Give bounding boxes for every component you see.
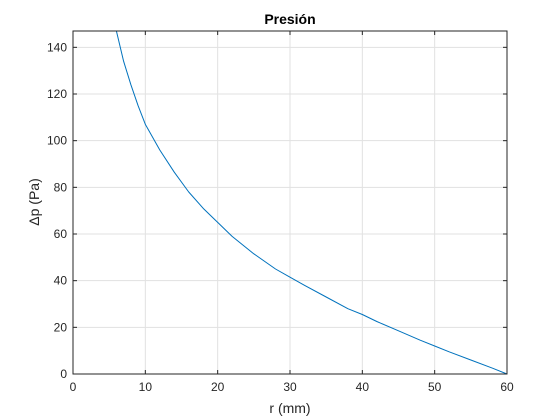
y-axis-label: Δp (Pa) xyxy=(26,178,42,225)
grid xyxy=(73,31,507,374)
y-tick-label: 80 xyxy=(54,180,68,194)
chart-title: Presión xyxy=(264,11,315,27)
series-line-0 xyxy=(73,30,508,375)
y-tick-label: 20 xyxy=(54,320,68,334)
y-tick-label: 40 xyxy=(54,274,68,288)
x-tick-label: 10 xyxy=(139,380,153,394)
x-tick-label: 30 xyxy=(283,380,297,394)
y-tick-label: 0 xyxy=(60,367,67,381)
x-tick-label: 40 xyxy=(356,380,370,394)
y-tick-label: 140 xyxy=(47,40,67,54)
y-tick-label: 100 xyxy=(47,134,67,148)
x-tick-label: 60 xyxy=(500,380,514,394)
x-tick-labels: 0 10 20 30 40 50 60 xyxy=(70,380,514,394)
ticks xyxy=(72,31,508,375)
x-axis-label: r (mm) xyxy=(269,400,310,416)
series-group xyxy=(73,30,508,375)
x-tick-label: 20 xyxy=(211,380,225,394)
y-tick-label: 120 xyxy=(47,87,67,101)
x-tick-label: 0 xyxy=(70,380,77,394)
x-tick-label: 50 xyxy=(428,380,442,394)
y-tick-label: 60 xyxy=(54,227,68,241)
y-tick-labels: 0 20 40 60 80 100 120 140 xyxy=(47,40,67,381)
